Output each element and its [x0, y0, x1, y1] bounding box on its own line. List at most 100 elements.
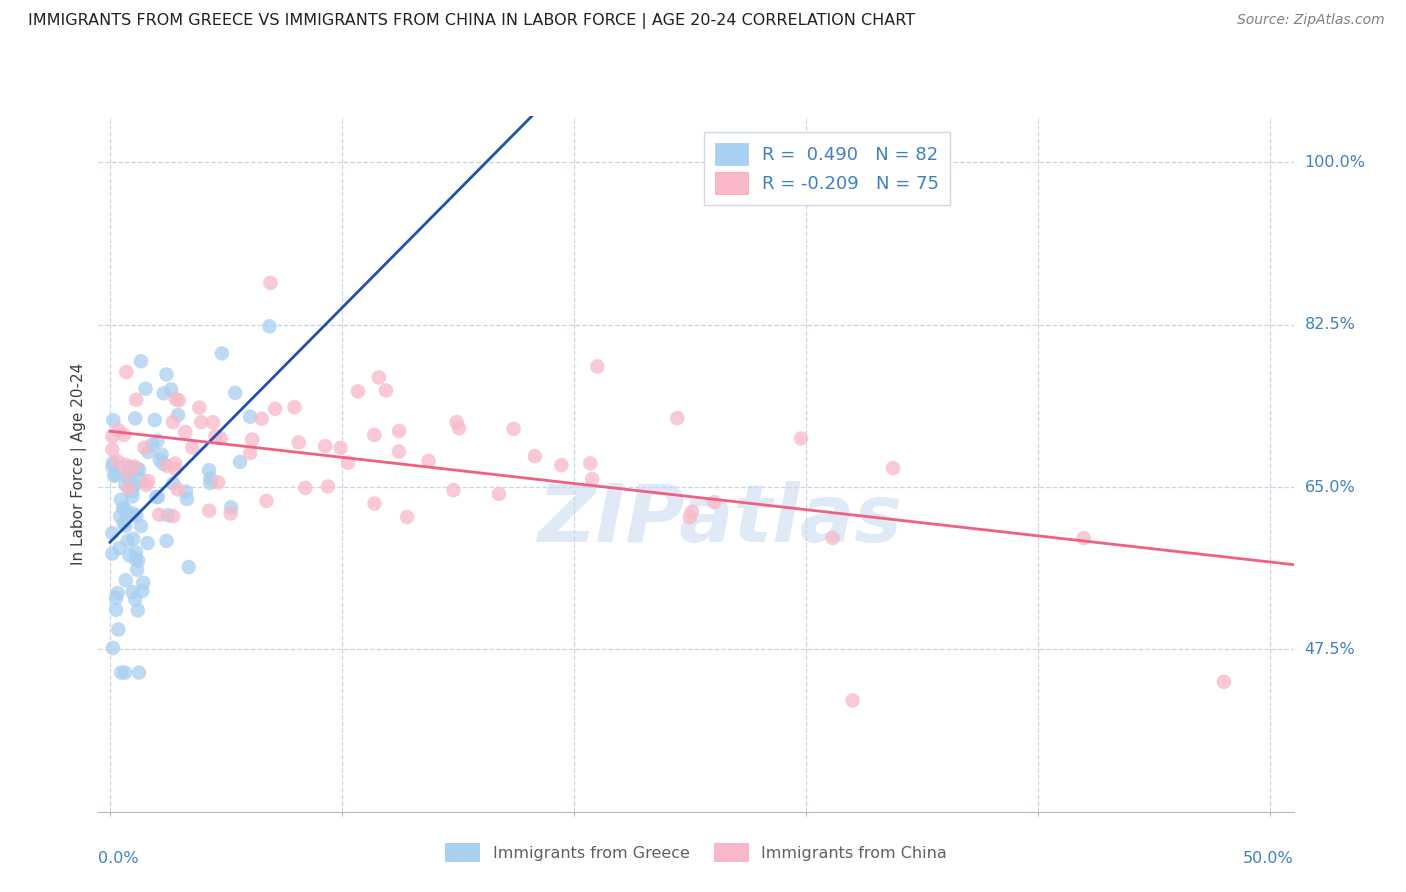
Point [162, 476, 184, 491]
Point [239, 446, 262, 460]
Point [211, 346, 233, 360]
Point [136, 474, 159, 488]
Point [155, 533, 177, 548]
Point [219, 507, 242, 521]
Point [523, 449, 546, 463]
Point [396, 510, 419, 524]
Point [118, 465, 141, 479]
Text: 50.0%: 50.0% [1243, 851, 1294, 865]
Point [115, 365, 138, 379]
Point [107, 454, 129, 468]
Point [446, 415, 468, 429]
Point [264, 401, 287, 416]
Point [181, 441, 204, 455]
Point [207, 475, 229, 490]
Point [579, 456, 602, 470]
Point [550, 458, 572, 472]
Point [108, 541, 131, 555]
Point [294, 481, 316, 495]
Point [125, 545, 148, 559]
Point [101, 546, 124, 560]
Point [117, 466, 139, 480]
Point [122, 507, 145, 521]
Point [337, 456, 360, 470]
Point [287, 435, 309, 450]
Point [177, 560, 200, 574]
Point [112, 500, 135, 515]
Text: Source: ZipAtlas.com: Source: ZipAtlas.com [1237, 13, 1385, 28]
Point [224, 385, 246, 400]
Point [101, 442, 124, 457]
Point [679, 510, 702, 524]
Point [229, 455, 252, 469]
Point [118, 548, 141, 562]
Point [101, 526, 124, 541]
Point [240, 433, 263, 447]
Point [112, 428, 135, 442]
Point [152, 386, 174, 401]
Point [114, 519, 136, 533]
Point [128, 665, 150, 680]
Point [117, 471, 139, 485]
Point [125, 509, 148, 524]
Point [363, 428, 385, 442]
Point [316, 479, 339, 493]
Point [127, 603, 149, 617]
Point [127, 563, 149, 577]
Point [201, 415, 224, 429]
Point [174, 484, 197, 499]
Point [104, 467, 127, 482]
Point [104, 591, 127, 605]
Point [122, 478, 145, 492]
Point [128, 463, 150, 477]
Point [388, 444, 411, 458]
Point [107, 623, 129, 637]
Legend: Immigrants from Greece, Immigrants from China: Immigrants from Greece, Immigrants from … [437, 836, 955, 870]
Point [114, 573, 136, 587]
Point [131, 583, 153, 598]
Point [160, 383, 183, 397]
Point [115, 504, 138, 518]
Text: 0.0%: 0.0% [98, 851, 139, 865]
Point [190, 415, 212, 429]
Point [112, 516, 135, 530]
Point [162, 509, 184, 524]
Text: IMMIGRANTS FROM GREECE VS IMMIGRANTS FROM CHINA IN LABOR FORCE | AGE 20-24 CORRE: IMMIGRANTS FROM GREECE VS IMMIGRANTS FRO… [28, 13, 915, 29]
Point [103, 413, 125, 427]
Point [129, 519, 152, 533]
Point [114, 477, 136, 491]
Text: ZIPatlas: ZIPatlas [537, 481, 903, 558]
Y-axis label: In Labor Force | Age 20-24: In Labor Force | Age 20-24 [72, 363, 87, 565]
Point [418, 454, 440, 468]
Point [166, 483, 188, 497]
Point [156, 508, 179, 523]
Point [666, 411, 689, 425]
Point [188, 401, 211, 415]
Point [108, 509, 131, 524]
Point [118, 460, 141, 475]
Point [388, 424, 411, 438]
Point [488, 487, 510, 501]
Point [363, 497, 385, 511]
Point [138, 445, 160, 459]
Point [146, 490, 169, 504]
Point [155, 368, 177, 382]
Point [121, 489, 143, 503]
Point [198, 463, 221, 477]
Point [586, 359, 609, 374]
Point [121, 585, 143, 599]
Text: 82.5%: 82.5% [1305, 318, 1355, 332]
Point [149, 453, 172, 467]
Point [256, 494, 278, 508]
Point [821, 531, 844, 545]
Point [259, 319, 281, 334]
Point [259, 276, 281, 290]
Point [125, 462, 148, 476]
Point [204, 429, 226, 443]
Point [167, 393, 190, 408]
Point [136, 536, 159, 550]
Point [135, 382, 157, 396]
Point [124, 411, 146, 425]
Point [165, 462, 187, 476]
Point [367, 370, 389, 384]
